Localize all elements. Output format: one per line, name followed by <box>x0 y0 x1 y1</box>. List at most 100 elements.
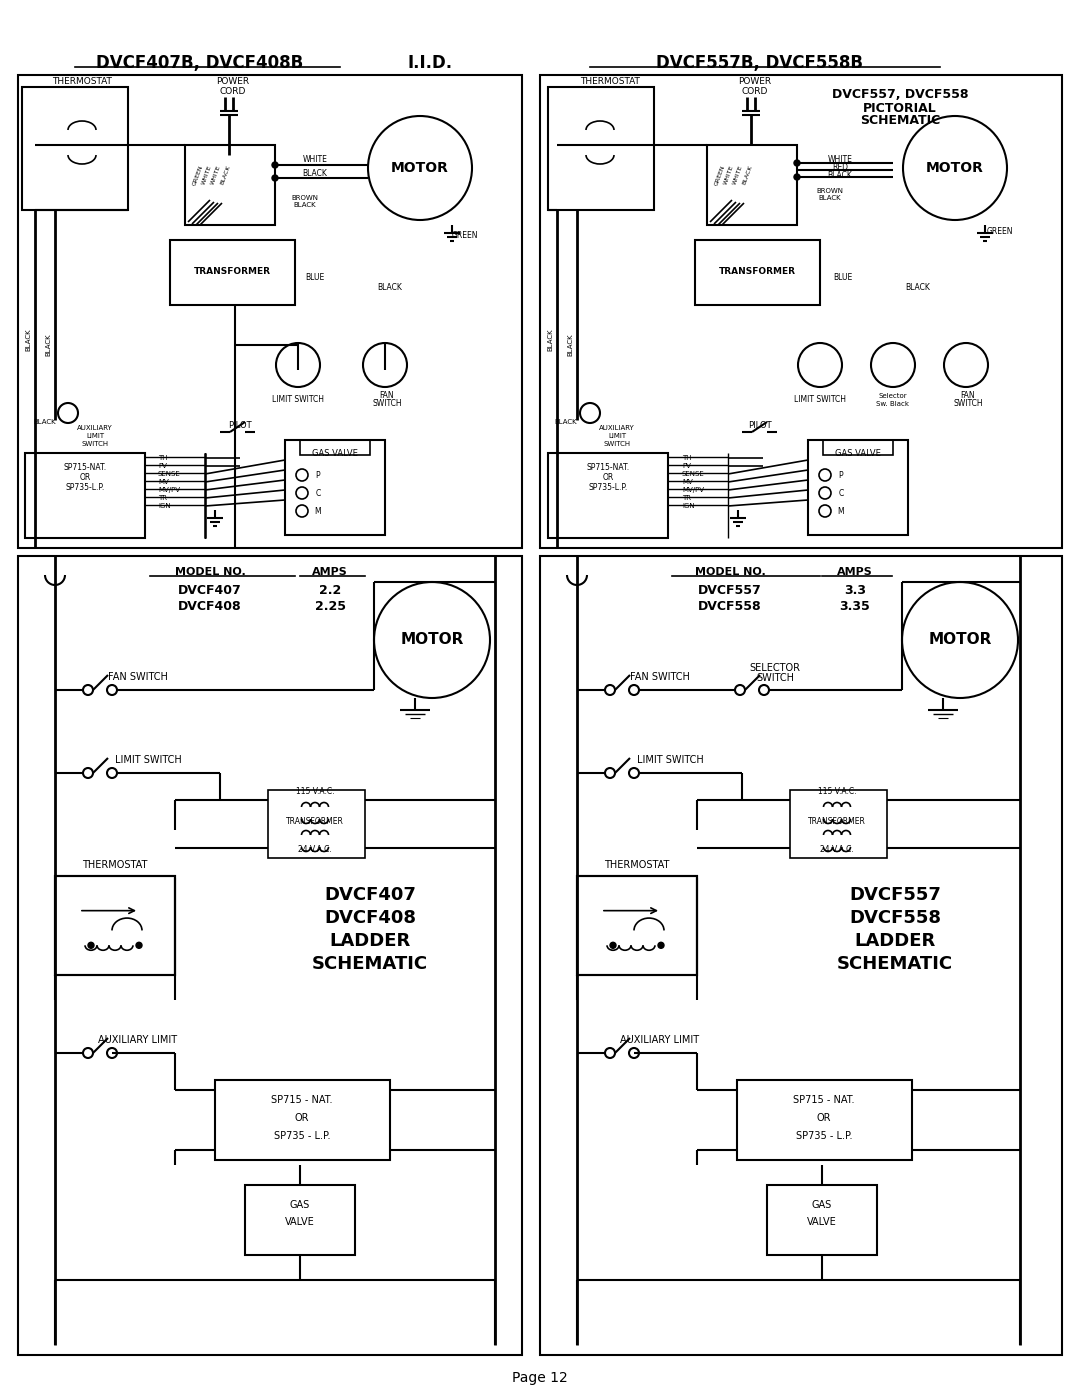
Text: 24 V.A.C.: 24 V.A.C. <box>298 845 332 855</box>
Text: SWITCH: SWITCH <box>954 400 983 408</box>
Text: P: P <box>315 471 321 479</box>
Text: THERMOSTAT: THERMOSTAT <box>52 77 112 87</box>
Text: TRANSFORMER: TRANSFORMER <box>286 817 343 827</box>
Text: SWITCH: SWITCH <box>756 673 794 683</box>
Text: Selector: Selector <box>879 393 907 400</box>
Text: MOTOR: MOTOR <box>929 633 991 647</box>
Text: DVCF557: DVCF557 <box>849 886 941 904</box>
Circle shape <box>272 162 278 168</box>
Text: BLACK: BLACK <box>555 419 578 425</box>
Text: MV/PV: MV/PV <box>681 488 704 493</box>
Text: BLACK: BLACK <box>25 328 31 351</box>
Text: AUXILIARY LIMIT: AUXILIARY LIMIT <box>98 1035 177 1045</box>
Text: Sw. Black: Sw. Black <box>877 401 909 407</box>
Text: LIMIT SWITCH: LIMIT SWITCH <box>794 395 846 405</box>
Text: IGN: IGN <box>681 503 694 509</box>
Text: GAS VALVE: GAS VALVE <box>835 448 881 457</box>
Text: BLACK: BLACK <box>33 419 56 425</box>
Text: TRANSFORMER: TRANSFORMER <box>808 817 866 827</box>
Text: PICTORIAL: PICTORIAL <box>863 102 936 115</box>
Text: SP735 - L.P.: SP735 - L.P. <box>273 1132 330 1141</box>
Text: LADDER: LADDER <box>329 932 410 950</box>
Text: MOTOR: MOTOR <box>391 161 449 175</box>
Text: DVCF558: DVCF558 <box>849 909 941 928</box>
Text: AUXILIARY: AUXILIARY <box>599 425 635 432</box>
Text: TR: TR <box>681 495 691 502</box>
Text: OR: OR <box>816 1113 832 1123</box>
Text: BLACK: BLACK <box>294 203 316 208</box>
Text: DVCF408: DVCF408 <box>178 601 242 613</box>
Text: LIMIT SWITCH: LIMIT SWITCH <box>114 754 181 766</box>
Text: TH: TH <box>158 455 167 461</box>
Text: LIMIT: LIMIT <box>86 433 104 439</box>
Text: GREEN: GREEN <box>714 163 726 186</box>
Text: 115 V.A.C.: 115 V.A.C. <box>818 788 856 796</box>
Text: SP715 - NAT.: SP715 - NAT. <box>271 1095 333 1105</box>
Text: RED: RED <box>832 162 848 172</box>
Text: OR: OR <box>79 472 91 482</box>
Text: MV/PV: MV/PV <box>158 488 180 493</box>
Text: VALVE: VALVE <box>285 1217 315 1227</box>
Circle shape <box>272 175 278 182</box>
Text: FAN: FAN <box>380 391 394 401</box>
Text: MV: MV <box>681 479 692 485</box>
Text: PV: PV <box>158 462 167 469</box>
Text: AMPS: AMPS <box>312 567 348 577</box>
Text: BLACK: BLACK <box>827 170 852 179</box>
Text: WHITE: WHITE <box>732 165 744 186</box>
Text: MOTOR: MOTOR <box>926 161 984 175</box>
Text: GREEN: GREEN <box>192 163 204 186</box>
Text: SP735-L.P.: SP735-L.P. <box>589 482 627 492</box>
Text: WHITE: WHITE <box>302 155 327 163</box>
Text: SP715-NAT.: SP715-NAT. <box>586 462 630 472</box>
Text: GREEN: GREEN <box>451 231 478 239</box>
Text: PILOT: PILOT <box>748 420 772 429</box>
Text: WHITE: WHITE <box>201 165 213 186</box>
Text: BLACK: BLACK <box>905 284 931 292</box>
Text: SENSE: SENSE <box>681 471 705 476</box>
Text: SCHEMATIC: SCHEMATIC <box>860 115 940 127</box>
Text: 24 V.A.C.: 24 V.A.C. <box>820 845 854 855</box>
Text: GAS: GAS <box>289 1200 310 1210</box>
Text: BLACK: BLACK <box>45 334 51 356</box>
Text: PILOT: PILOT <box>228 420 252 429</box>
Text: FAN SWITCH: FAN SWITCH <box>108 672 167 682</box>
Text: OR: OR <box>603 472 613 482</box>
Text: I.I.D.: I.I.D. <box>407 54 453 73</box>
Text: WHITE: WHITE <box>211 165 221 186</box>
Text: MODEL NO.: MODEL NO. <box>175 567 245 577</box>
Text: LADDER: LADDER <box>854 932 935 950</box>
Text: LIMIT SWITCH: LIMIT SWITCH <box>272 395 324 405</box>
Text: LIMIT: LIMIT <box>608 433 626 439</box>
Text: CORD: CORD <box>220 87 246 95</box>
Text: DVCF557, DVCF558: DVCF557, DVCF558 <box>832 88 969 102</box>
Text: 3.35: 3.35 <box>839 601 870 613</box>
Text: BLACK: BLACK <box>302 169 327 177</box>
Text: C: C <box>315 489 321 497</box>
Text: GAS VALVE: GAS VALVE <box>312 448 357 457</box>
Text: C: C <box>838 489 843 497</box>
Text: SP735-L.P.: SP735-L.P. <box>66 482 105 492</box>
Text: BLACK: BLACK <box>546 328 553 351</box>
Text: M: M <box>838 507 845 515</box>
Text: DVCF557: DVCF557 <box>698 584 761 597</box>
Text: WHITE: WHITE <box>724 165 734 186</box>
Text: AUXILIARY LIMIT: AUXILIARY LIMIT <box>620 1035 700 1045</box>
Text: BLACK: BLACK <box>819 196 841 201</box>
Text: IGN: IGN <box>158 503 171 509</box>
Circle shape <box>794 161 800 166</box>
Text: SWITCH: SWITCH <box>81 441 109 447</box>
Text: MODEL NO.: MODEL NO. <box>694 567 766 577</box>
Text: SWITCH: SWITCH <box>604 441 631 447</box>
Text: DVCF558: DVCF558 <box>698 601 761 613</box>
Text: AMPS: AMPS <box>837 567 873 577</box>
Text: BROWN: BROWN <box>816 189 843 194</box>
Text: THERMOSTAT: THERMOSTAT <box>605 861 670 870</box>
Text: DVCF407B, DVCF408B: DVCF407B, DVCF408B <box>96 54 303 73</box>
Text: SELECTOR: SELECTOR <box>750 664 800 673</box>
Text: MOTOR: MOTOR <box>401 633 463 647</box>
Circle shape <box>136 943 141 949</box>
Text: BLACK: BLACK <box>219 165 231 186</box>
Text: WHITE: WHITE <box>827 155 852 163</box>
Text: BLACK: BLACK <box>567 334 573 356</box>
